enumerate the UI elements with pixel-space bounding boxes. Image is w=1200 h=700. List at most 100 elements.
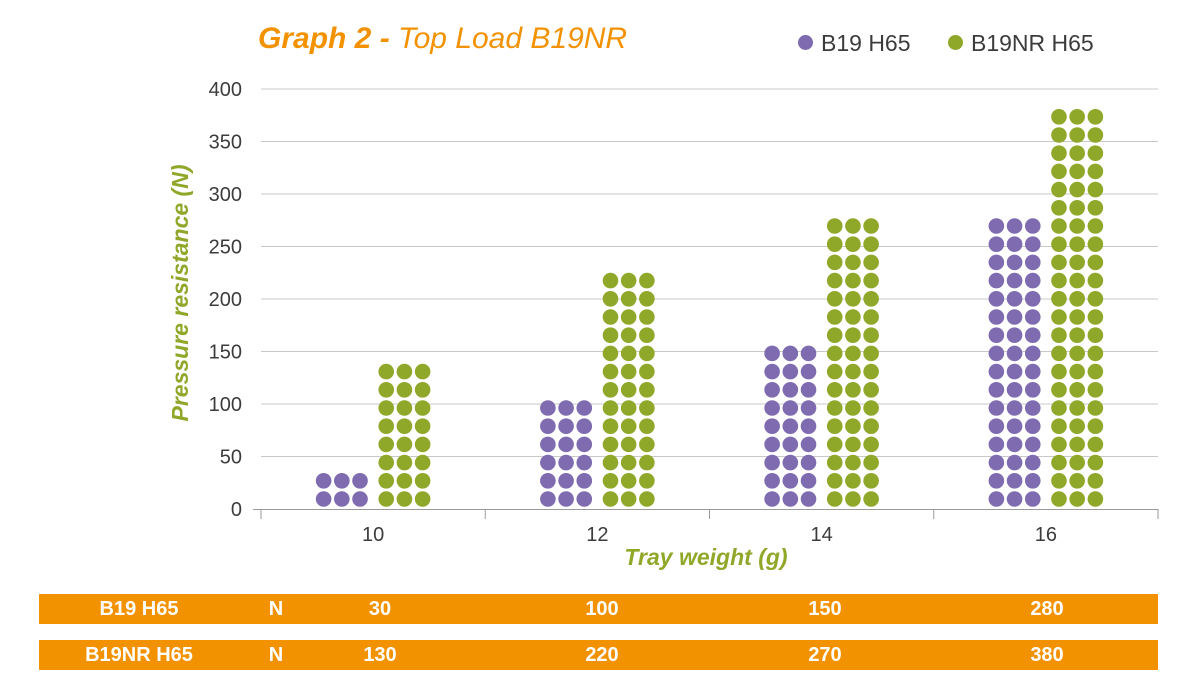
bar-dot <box>764 473 780 489</box>
bar-dot <box>1087 309 1104 325</box>
bar-dot <box>845 309 861 325</box>
bar-dot <box>845 400 861 416</box>
bar-dot <box>1051 382 1067 398</box>
bar-dot <box>540 418 556 435</box>
bar-dot <box>1087 200 1104 216</box>
bar-dot <box>1024 218 1041 234</box>
bar-dot <box>800 454 817 471</box>
bar-dot <box>1069 345 1085 362</box>
legend-item-b19: B19 H65 <box>798 30 911 57</box>
bar-dot <box>1024 236 1041 252</box>
bar-dot <box>396 473 413 489</box>
row-value: 100 <box>585 598 619 620</box>
bar-dot <box>414 382 431 398</box>
bar-dot <box>352 491 368 507</box>
bar-dot <box>1051 291 1067 307</box>
bar-dot <box>826 272 843 289</box>
bar-dot <box>863 272 879 289</box>
bar-dot <box>620 454 637 471</box>
y-tick-label: 100 <box>209 394 242 416</box>
bar-dot <box>800 382 817 398</box>
bar-dot <box>988 454 1005 471</box>
bar-dot <box>1051 181 1067 198</box>
bar-dot <box>845 454 861 471</box>
bar-dot <box>764 363 780 380</box>
legend-label-b19nr: B19NR H65 <box>971 30 1094 56</box>
bar-dot <box>800 400 817 416</box>
bar-dot <box>602 272 619 289</box>
bar-dot <box>1087 400 1104 416</box>
bar-b19-h65 <box>315 473 368 507</box>
bar-b19-h65 <box>540 400 593 507</box>
x-tick-label: 14 <box>811 524 833 546</box>
bar-dot <box>639 291 655 307</box>
bar-dot <box>1051 363 1067 380</box>
bar-dot <box>1051 272 1067 289</box>
bar-b19nr-h65 <box>826 218 879 507</box>
bar-dot <box>1051 473 1067 489</box>
bar-dot <box>602 309 619 325</box>
bar-dot <box>1024 254 1041 271</box>
bar-dot <box>620 272 637 289</box>
legend-swatch-b19nr <box>948 35 963 51</box>
bar-dot <box>378 418 395 435</box>
bar-dot <box>863 382 879 398</box>
bar-dot <box>1087 291 1104 307</box>
bar-dot <box>826 363 843 380</box>
bar-dot <box>1006 236 1023 252</box>
bar-dot <box>1069 418 1085 435</box>
bar-dot <box>396 382 413 398</box>
bar-dot <box>378 400 395 416</box>
bar-dot <box>1024 363 1041 380</box>
bar-dot <box>1087 345 1104 362</box>
x-axis-title: Tray weight (g) <box>624 544 787 570</box>
bar-dot <box>1051 109 1067 125</box>
bar-b19-h65 <box>764 345 817 507</box>
data-dots <box>315 109 1104 507</box>
y-tick-label: 300 <box>209 184 242 206</box>
y-tick-label: 250 <box>209 237 242 259</box>
bar-dot <box>764 382 780 398</box>
y-tick-label: 400 <box>209 79 242 101</box>
bar-dot <box>602 291 619 307</box>
bar-dot <box>1069 181 1085 198</box>
bar-dot <box>1069 127 1085 143</box>
row-value: 380 <box>1030 644 1064 666</box>
bar-dot <box>1024 418 1041 435</box>
bar-dot <box>558 418 574 435</box>
bar-dot <box>782 473 799 489</box>
row-unit: N <box>268 644 284 666</box>
chart-title-main: Top Load B19NR <box>398 22 628 55</box>
bar-dot <box>315 491 332 507</box>
bar-dot <box>845 436 861 453</box>
bar-dot <box>863 363 879 380</box>
row-value: 220 <box>585 644 619 666</box>
bar-dot <box>863 254 879 271</box>
bar-dot <box>863 327 879 344</box>
bar-dot <box>414 454 431 471</box>
bar-dot <box>1051 491 1067 507</box>
bar-dot <box>639 382 655 398</box>
bar-dot <box>1069 291 1085 307</box>
bar-dot <box>863 400 879 416</box>
bar-dot <box>1069 491 1085 507</box>
bar-dot <box>845 291 861 307</box>
bar-dot <box>378 491 395 507</box>
row-value: 30 <box>368 598 392 620</box>
bar-dot <box>782 436 799 453</box>
bar-dot <box>863 236 879 252</box>
bar-dot <box>639 473 655 489</box>
bar-dot <box>1006 345 1023 362</box>
bar-dot <box>396 363 413 380</box>
bar-dot <box>1069 200 1085 216</box>
bar-dot <box>558 400 574 416</box>
bar-dot <box>782 400 799 416</box>
bar-dot <box>1024 473 1041 489</box>
chart-title: Graph 2 - Top Load B19NR <box>258 22 627 56</box>
bar-dot <box>414 436 431 453</box>
bar-dot <box>639 491 655 507</box>
bar-dot <box>764 436 780 453</box>
bar-dot <box>988 418 1005 435</box>
bar-dot <box>576 454 593 471</box>
bar-dot <box>540 454 556 471</box>
